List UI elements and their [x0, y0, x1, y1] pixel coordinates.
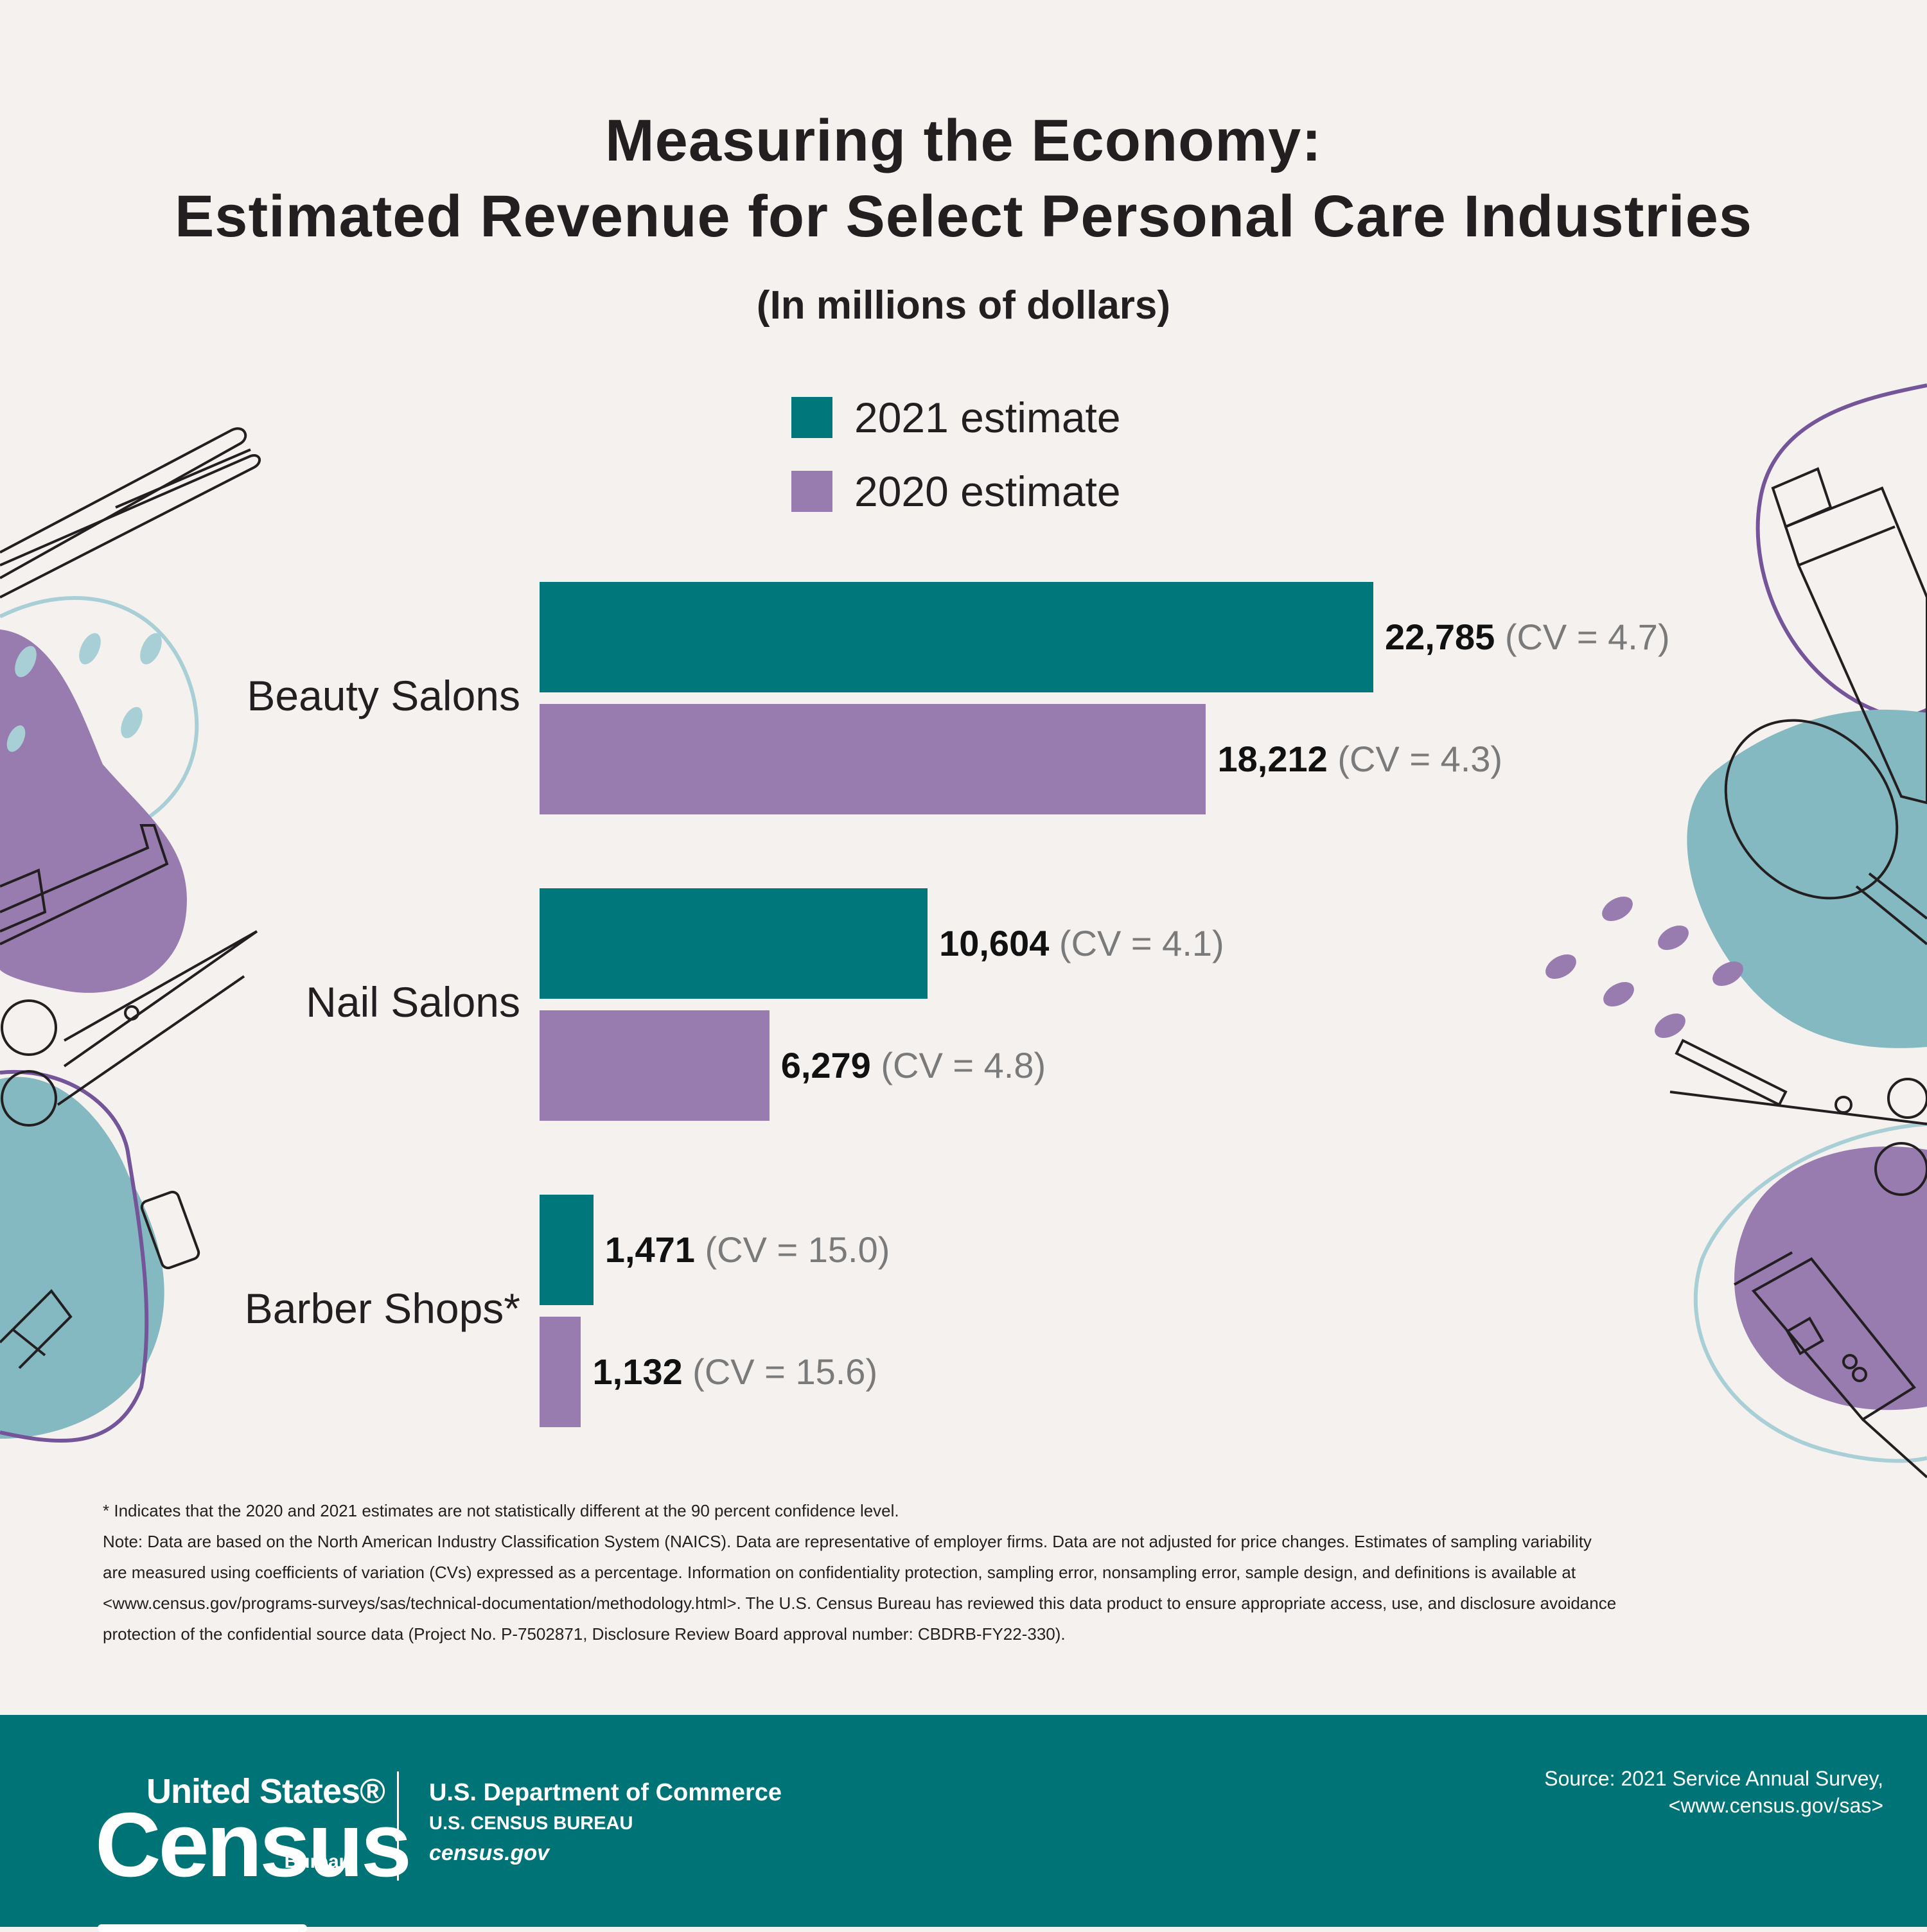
legend-swatch-2021	[791, 396, 832, 438]
legend-label-2020: 2020 estimate	[854, 467, 1121, 515]
chart-subtitle: (In millions of dollars)	[756, 283, 1171, 328]
left-purple-blob	[0, 629, 187, 993]
source-note: Source: 2021 Service Annual Survey, <www…	[1544, 1765, 1883, 1819]
footer: United States® Census Bureau U.S. Depart…	[0, 1715, 1927, 1932]
paddle-brush-icon	[1724, 719, 1927, 945]
bar-2021-0	[540, 582, 1373, 692]
water-drops-right	[1545, 897, 1743, 1038]
source-line-1: Source: 2021 Service Annual Survey,	[1544, 1767, 1883, 1790]
footnote-note-line-3: <www.census.gov/programs-surveys/sas/tec…	[103, 1594, 1617, 1613]
chart-title: Measuring the Economy: Estimated Revenue…	[0, 103, 1927, 254]
legend-swatch-2020	[791, 470, 832, 512]
value-text: 1,132	[592, 1351, 683, 1392]
footnote-note-line-1: Note: Data are based on the North Americ…	[103, 1532, 1592, 1551]
comb-icon	[0, 824, 169, 945]
footnote-note-line-2: are measured using coefficients of varia…	[103, 1563, 1576, 1582]
value-text: 6,279	[780, 1045, 871, 1085]
category-label-2: Barber Shops*	[244, 1285, 520, 1332]
right-outline-blob	[1693, 1122, 1927, 1463]
hair-clipper-icon	[1734, 1251, 1927, 1479]
logo-bureau: Bureau	[284, 1851, 351, 1872]
hair-dryer-icon	[0, 1288, 73, 1369]
data-label-2020-0: 18,212 (CV = 4.3)	[1217, 740, 1502, 778]
water-drops-left	[6, 633, 162, 752]
value-text: 18,212	[1217, 739, 1328, 779]
census-logo[interactable]: United States® Census Bureau	[95, 1771, 412, 1932]
bar-2020-0	[540, 704, 1206, 814]
department-name: U.S. Department of Commerce	[429, 1779, 782, 1806]
legend: 2021 estimate 2020 estimate	[791, 380, 1121, 528]
logo-united-states: United States®	[146, 1772, 385, 1811]
right-teal-blob	[1687, 709, 1927, 1048]
footnote-note-line-4: protection of the confidential source da…	[103, 1624, 1066, 1644]
data-label-2020-2: 1,132 (CV = 15.6)	[592, 1353, 877, 1391]
flat-iron-icon	[0, 427, 261, 599]
bar-2020-2	[540, 1317, 581, 1427]
scissors-icon	[1, 930, 258, 1127]
value-text: 10,604	[939, 923, 1050, 963]
logo-underline	[98, 1924, 307, 1932]
legend-item-2021: 2021 estimate	[791, 380, 1121, 454]
data-label-2021-2: 1,471 (CV = 15.0)	[605, 1231, 890, 1269]
left-purple-outline	[0, 1069, 149, 1443]
category-label-1: Nail Salons	[306, 978, 520, 1026]
razor-comb-icon	[1669, 1039, 1927, 1125]
title-line-1: Measuring the Economy:	[605, 108, 1322, 173]
logo-census: Census	[95, 1794, 412, 1896]
footnote-asterisk: * Indicates that the 2020 and 2021 estim…	[103, 1501, 899, 1520]
cv-text: (CV = 4.7)	[1495, 617, 1670, 657]
footer-divider	[397, 1771, 399, 1881]
bureau-name: U.S. CENSUS BUREAU	[429, 1813, 633, 1834]
bar-2021-1	[540, 888, 928, 999]
category-label-0: Beauty Salons	[247, 672, 520, 719]
cv-text: (CV = 15.6)	[682, 1351, 878, 1392]
title-line-2: Estimated Revenue for Select Personal Ca…	[174, 184, 1753, 249]
spray-bottle-icon	[1771, 467, 1927, 805]
value-text: 22,785	[1385, 617, 1495, 657]
left-teal-blob	[0, 1076, 164, 1439]
department-block: U.S. Department of Commerce U.S. CENSUS …	[429, 1779, 782, 1866]
census-gov-link[interactable]: census.gov	[429, 1841, 550, 1865]
cv-text: (CV = 15.0)	[694, 1229, 890, 1270]
data-label-2021-0: 22,785 (CV = 4.7)	[1385, 618, 1670, 656]
cv-text: (CV = 4.3)	[1327, 739, 1503, 779]
footnotes: * Indicates that the 2020 and 2021 estim…	[103, 1495, 1837, 1649]
bar-2020-1	[540, 1010, 770, 1121]
bar-2021-2	[540, 1195, 594, 1305]
value-text: 1,471	[604, 1229, 695, 1270]
source-link[interactable]: <www.census.gov/sas>	[1668, 1794, 1883, 1817]
legend-item-2020: 2020 estimate	[791, 454, 1121, 528]
data-label-2021-1: 10,604 (CV = 4.1)	[939, 924, 1224, 963]
cv-text: (CV = 4.8)	[870, 1045, 1046, 1085]
data-label-2020-1: 6,279 (CV = 4.8)	[781, 1046, 1046, 1085]
cv-text: (CV = 4.1)	[1049, 923, 1224, 963]
legend-label-2021: 2021 estimate	[854, 393, 1121, 441]
scissors-right-icon	[1874, 1078, 1927, 1196]
round-brush-icon	[140, 1190, 200, 1270]
